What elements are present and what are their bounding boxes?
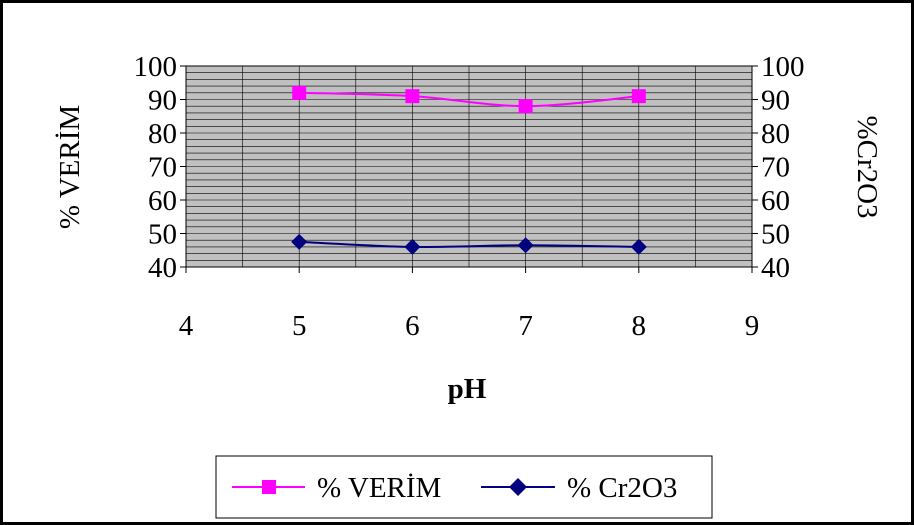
data-point-verim bbox=[518, 99, 533, 114]
legend-marker-diamond bbox=[509, 478, 527, 496]
series-line-1 bbox=[299, 240, 639, 248]
y-tick-label-left: 40 bbox=[148, 252, 177, 284]
data-point-verim bbox=[631, 89, 646, 104]
y-tick-label-right: 90 bbox=[761, 85, 790, 117]
legend: % VERİM % Cr2O3 bbox=[215, 455, 713, 519]
y-tick-label-left: 80 bbox=[148, 118, 177, 150]
x-tick-label: 8 bbox=[632, 310, 647, 342]
y-tick-label-left: 60 bbox=[148, 185, 177, 217]
x-tick-label: 7 bbox=[518, 310, 533, 342]
data-point-cr2o3 bbox=[291, 233, 308, 250]
x-tick-label: 5 bbox=[292, 310, 307, 342]
y-tick-label-left: 70 bbox=[148, 152, 177, 184]
x-tick-label: 4 bbox=[179, 310, 194, 342]
axes bbox=[180, 65, 758, 273]
y-axis-title-left: % VERİM bbox=[54, 105, 86, 229]
y-tick-label-left: 50 bbox=[148, 219, 177, 251]
x-axis-title: pH bbox=[448, 373, 487, 405]
data-point-verim bbox=[292, 85, 307, 100]
y-tick-label-right: 70 bbox=[761, 152, 790, 184]
legend-marker-square bbox=[262, 480, 276, 494]
series-layer bbox=[291, 85, 647, 255]
data-point-cr2o3 bbox=[630, 238, 647, 255]
data-point-verim bbox=[405, 89, 420, 104]
x-tick-labels: 4 5 6 7 8 9 bbox=[179, 310, 760, 342]
y-tick-label-left: 90 bbox=[148, 85, 177, 117]
x-tick-label: 9 bbox=[745, 310, 760, 342]
y-tick-label-right: 40 bbox=[761, 252, 790, 284]
legend-label-verim: % VERİM bbox=[317, 472, 441, 504]
data-point-cr2o3 bbox=[517, 237, 534, 254]
y-tick-label-left: 100 bbox=[134, 51, 178, 83]
y-tick-label-right: 80 bbox=[761, 118, 790, 150]
gridlines bbox=[186, 66, 752, 267]
x-tick-label: 6 bbox=[405, 310, 420, 342]
y-axis-title-right: %Cr2O3 bbox=[851, 115, 883, 218]
series-line-0 bbox=[299, 91, 639, 108]
y-tick-label-right: 50 bbox=[761, 219, 790, 251]
y-tick-label-right: 100 bbox=[761, 51, 805, 83]
y-tick-label-right: 60 bbox=[761, 185, 790, 217]
data-point-cr2o3 bbox=[404, 238, 421, 255]
legend-label-cr2o3: % Cr2O3 bbox=[567, 472, 677, 504]
